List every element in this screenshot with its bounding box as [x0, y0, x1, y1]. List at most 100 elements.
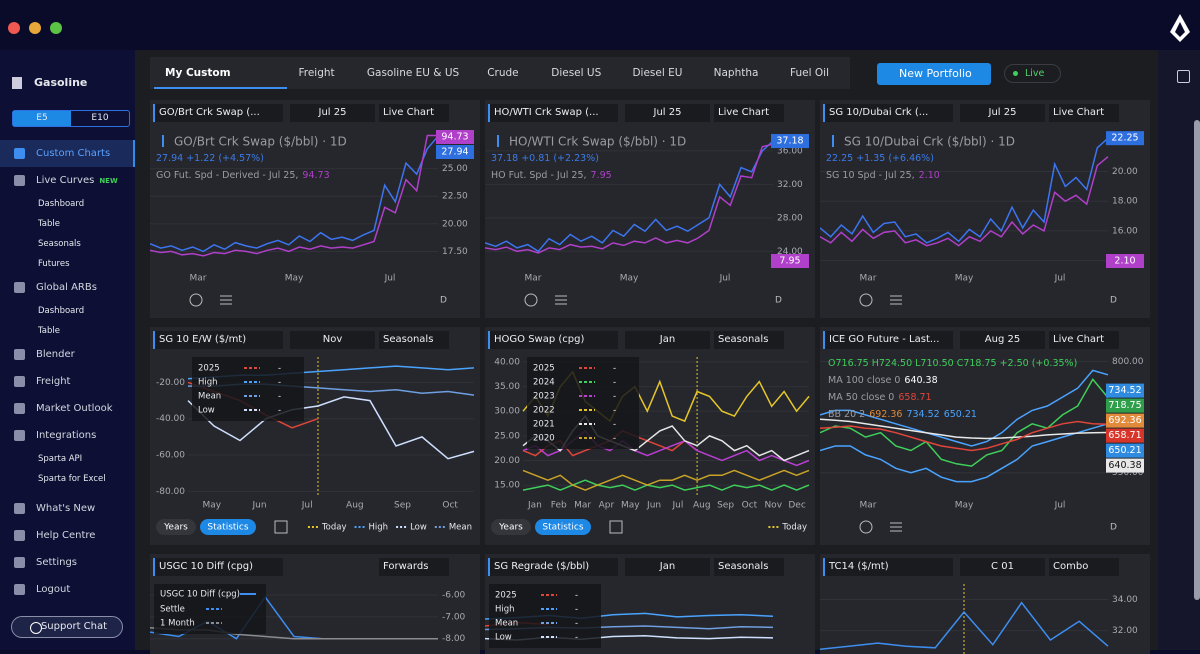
add-icon: [859, 520, 873, 534]
panel-title[interactable]: USGC 10 Diff (cpg): [153, 558, 283, 576]
chart: 17.50 20.00 22.50 25.00 Mar May Jul GO/Brt Crk …: [150, 130, 474, 307]
chart-panel: HO/WTI Crk Swap (... Jul 25 Live Chart 24.0…: [485, 100, 815, 318]
menu-item[interactable]: Blender: [0, 341, 135, 368]
panel-title[interactable]: HO/WTI Crk Swap (...: [488, 104, 618, 122]
x-tick-label: Mar: [574, 501, 591, 511]
panel-title[interactable]: ICE GO Future - Last...: [823, 331, 953, 349]
date-picker[interactable]: Jan: [625, 331, 710, 349]
grade[interactable]: E5: [13, 111, 71, 126]
submenu-item[interactable]: Dashboard: [38, 306, 85, 316]
info-line: O716.75 H724.50 L710.50 C718.75 +2.50 (+…: [828, 358, 1077, 369]
panel-title[interactable]: TC14 ($/mt): [823, 558, 953, 576]
tab[interactable]: Diesel EU: [621, 57, 702, 89]
price-badge-label: 718.75: [1108, 400, 1141, 411]
submenu-item[interactable]: Futures: [38, 259, 70, 269]
y-tick-label: -20.00: [156, 378, 185, 388]
date-picker[interactable]: Jul 25: [960, 104, 1045, 122]
series-line: [820, 420, 1109, 452]
maximize[interactable]: [50, 22, 62, 34]
mode-select[interactable]: Seasonals: [714, 331, 784, 349]
submenu-item[interactable]: Table: [38, 219, 60, 229]
price-badge-label: 2.10: [1114, 256, 1135, 267]
series-line: [820, 137, 1109, 244]
tab[interactable]: Freight: [287, 57, 355, 89]
price-badge: [1106, 398, 1144, 413]
panel-title[interactable]: SG 10/Dubai Crk (...: [823, 104, 953, 122]
y-tick-label: 18.00: [1112, 197, 1138, 207]
panel-title[interactable]: GO/Brt Crk Swap (...: [153, 104, 283, 122]
price-badge: [1106, 428, 1144, 443]
support-chat[interactable]: Support Chat: [11, 616, 123, 638]
date-picker[interactable]: Aug 25: [960, 331, 1045, 349]
mode-select[interactable]: Forwards: [379, 558, 449, 576]
toggle-label: Years: [498, 523, 523, 533]
panel-title[interactable]: SG Regrade ($/bbl): [488, 558, 618, 576]
mode-select[interactable]: Live Chart: [1049, 331, 1119, 349]
date-picker[interactable]: Jan: [625, 558, 710, 576]
tab[interactable]: Naphtha: [703, 57, 779, 89]
menu-item[interactable]: Help Centre: [0, 522, 135, 549]
y-tick-label: 800.00: [1112, 357, 1144, 367]
menu-item[interactable]: Market Outlook: [0, 395, 135, 422]
toggle-button[interactable]: [491, 519, 531, 535]
price-badge: [1106, 443, 1144, 458]
submenu-item[interactable]: Table: [38, 326, 60, 336]
info-text: BB 20 2: [828, 409, 865, 420]
new-portfolio[interactable]: New Portfolio: [877, 63, 991, 85]
submenu-item[interactable]: Sparta for Excel: [38, 474, 106, 484]
menu-item[interactable]: Freight: [0, 368, 135, 395]
menu-icon: [220, 295, 232, 305]
chart-panel: USGC 10 Diff (cpg) Forwards -6.00 -7.00 -8.0…: [150, 554, 480, 654]
y-tick-label: 28.00: [777, 213, 803, 223]
mode-select[interactable]: Seasonals: [714, 558, 784, 576]
panel-icon[interactable]: [1177, 70, 1190, 83]
y-tick-label: 25.00: [494, 431, 520, 441]
legend-label: Low: [495, 633, 512, 643]
date-picker[interactable]: Jul 25: [290, 104, 375, 122]
price-badge: [436, 145, 474, 159]
info-text: SG 10 Spd - Jul 25,: [826, 170, 915, 181]
panel-title[interactable]: HOGO Swap (cpg): [488, 331, 618, 349]
panel-title[interactable]: SG 10 E/W ($/mt): [153, 331, 283, 349]
legend-value: -: [575, 633, 578, 643]
submenu-item[interactable]: Dashboard: [38, 199, 85, 209]
product-selector[interactable]: Gasoline: [12, 76, 87, 89]
tab[interactable]: Fuel Oil: [779, 57, 850, 89]
tab[interactable]: Gasoline EU & US: [356, 57, 476, 89]
menu-item[interactable]: Global ARBs: [0, 274, 135, 301]
tab[interactable]: My Custom Portfolio: [154, 57, 288, 111]
toggle-button[interactable]: [535, 519, 591, 535]
series-line: [485, 143, 774, 254]
info-line: GO Fut. Spd - Derived - Jul 25, 94.73: [156, 170, 330, 181]
menu-item[interactable]: What's New: [0, 495, 135, 522]
menu-item[interactable]: Settings: [0, 549, 135, 576]
mode-select[interactable]: Seasonals: [379, 331, 449, 349]
menu-item[interactable]: Live Curves NEW: [0, 167, 135, 194]
close[interactable]: [8, 22, 20, 34]
tab[interactable]: Diesel US: [540, 57, 621, 89]
menu-item[interactable]: Integrations: [0, 422, 135, 449]
info-text: GO Fut. Spd - Derived - Jul 25,: [156, 170, 298, 181]
tab[interactable]: Crude: [476, 57, 540, 89]
date-picker[interactable]: C 01: [960, 558, 1045, 576]
scrollbar[interactable]: [1194, 120, 1200, 600]
mode-select[interactable]: Combo: [1049, 558, 1119, 576]
mode-select[interactable]: Live Chart: [1049, 104, 1119, 122]
heading-bar: [497, 135, 499, 147]
submenu-item[interactable]: Seasonals: [38, 239, 81, 249]
menu-item[interactable]: Logout: [0, 576, 135, 603]
toggle-button[interactable]: [200, 519, 256, 535]
toggle-button[interactable]: [156, 519, 196, 535]
date-picker[interactable]: Nov: [290, 331, 375, 349]
y-tick-label: 35.00: [494, 382, 520, 392]
menu-item[interactable]: Custom Charts: [0, 140, 135, 167]
legend-box: [527, 357, 639, 449]
date-picker[interactable]: Jul 25: [625, 104, 710, 122]
mode-select[interactable]: Live Chart: [714, 104, 784, 122]
minimize[interactable]: [29, 22, 41, 34]
grade[interactable]: E10: [91, 113, 109, 123]
submenu-item[interactable]: Sparta API: [38, 454, 83, 464]
mode-select[interactable]: Live Chart: [379, 104, 449, 122]
info-line: MA 50 close 0 658.71: [828, 392, 932, 403]
